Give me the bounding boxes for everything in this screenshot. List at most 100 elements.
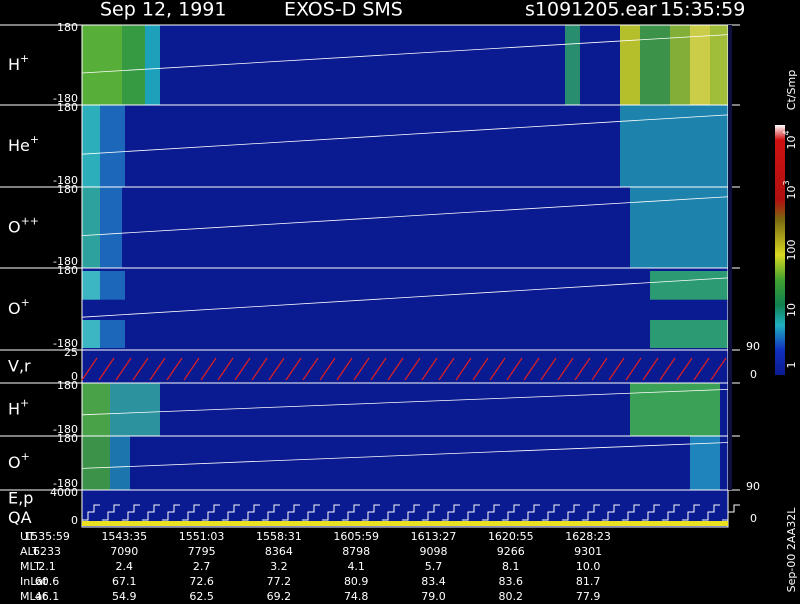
spectrogram-patch [100,320,125,348]
colorbar-tick-label-base: 10 [785,136,798,150]
y-tick-label: -180 [53,174,78,187]
panel-label-base: H [8,55,20,74]
footer-row-label: MLT [20,560,41,573]
colorbar-tick-label: 1 [785,362,798,369]
footer-value: 2.1 [38,560,56,573]
footer-value: 80.2 [499,590,524,600]
colorbar-tick-label: 103 [782,180,799,199]
footer-value: 83.4 [421,575,446,588]
y-tick-label: 0 [71,370,78,383]
spectrogram-patch [620,25,640,105]
footer-value: 72.6 [189,575,214,588]
footer-value: 7090 [110,545,138,558]
colorbar-tick-label: 10 [785,303,798,317]
panel-label-sup: ++ [21,215,39,228]
panel-label: H+ [8,397,29,419]
colorbar-tick-label: 100 [785,240,798,261]
footer-value: 67.1 [112,575,137,588]
panel-background [82,383,728,436]
colorbar-tick-label-base: 100 [785,240,798,261]
footer-value: 77.2 [267,575,292,588]
footer-value: 4.1 [347,560,365,573]
footer-value: 80.9 [344,575,369,588]
spectrogram-patch [145,25,160,105]
trace-line [81,442,729,469]
colorbar-label: Ct/Smp [785,70,798,110]
spectrogram-patch [650,271,728,300]
y-tick-label: -180 [53,255,78,268]
panel-label-base: H [8,399,20,418]
panel-label: QA [8,508,32,527]
spectrogram-patch [650,320,728,348]
footer-value: 3.2 [270,560,288,573]
side-note: Sep-00 2AA32L [785,507,798,593]
panel-background [82,350,728,383]
colorbar-tick-label-sup: 3 [782,180,791,185]
footer-value: 60.6 [35,575,60,588]
spectrogram-patch [640,25,670,105]
y-tick-label: 180 [57,432,78,445]
footer-row-label: ALT [20,545,39,558]
spectrogram-patch [82,105,100,187]
panel-background [82,436,728,490]
panel-label-base: He [8,136,30,155]
right-tick-label: 90 [746,340,760,353]
spectrogram-patch [122,25,145,105]
spectrogram-patch [620,105,728,187]
footer-value: 69.2 [267,590,292,600]
footer-value: 77.9 [576,590,601,600]
panel-label: V,r [8,356,31,375]
footer-value: 74.8 [344,590,369,600]
spectrogram-patch [100,187,122,268]
spectrogram-patch [690,436,720,490]
y-tick-label: 0 [71,514,78,527]
spectrogram-patch [100,271,125,300]
footer-value: 1551:03 [179,530,225,543]
right-tick-label: 0 [750,512,757,525]
spectrogram-patch [82,320,100,348]
panel-label-sup: + [20,52,29,65]
footer-value: 79.0 [421,590,446,600]
footer-value: 1613:27 [411,530,457,543]
y-tick-label: 180 [57,101,78,114]
trace-line [81,196,729,236]
velocity-trace [81,357,727,381]
colorbar-tick-label-base: 10 [785,303,798,317]
footer-value: 9098 [420,545,448,558]
panel-label-base: V,r [8,356,31,375]
spectrogram-patch [630,383,720,436]
colorbar-tick-label: 104 [782,130,799,149]
spectrogram-patch [100,105,125,187]
spectrogram-patch [82,436,110,490]
panel-label: O+ [8,296,30,318]
instrument: EXOS-D SMS [284,0,403,21]
panel-label-sup: + [21,450,30,463]
panel-label: E,p [8,488,33,507]
right-tick-label: 90 [746,480,760,493]
panel-background [82,490,728,527]
time: 15:35:59 [660,0,745,21]
y-tick-label: 4000 [50,486,78,499]
spectrogram-patch [82,271,100,300]
footer-value: 5.7 [425,560,443,573]
panel-label-base: O [8,217,21,236]
spectrogram-patch [630,187,728,268]
spectrogram-patch [82,25,122,105]
panel-label-sup: + [21,296,30,309]
colorbar-tick-label-sup: 4 [782,130,791,135]
right-tick-label: 0 [750,368,757,381]
panel-label-base: E,p [8,488,33,507]
footer-value: 8.1 [502,560,520,573]
y-tick-label: 25 [64,346,78,359]
y-tick-label: -180 [53,92,78,105]
spectrogram-patch [565,25,580,105]
panel-label: O++ [8,215,39,237]
date: Sep 12, 1991 [100,0,226,21]
footer-value: 46.1 [35,590,60,600]
trace-line [81,277,729,318]
panel-label: H+ [8,52,29,74]
colorbar-tick-label-base: 10 [785,186,798,200]
spectrogram-patch [710,25,728,105]
